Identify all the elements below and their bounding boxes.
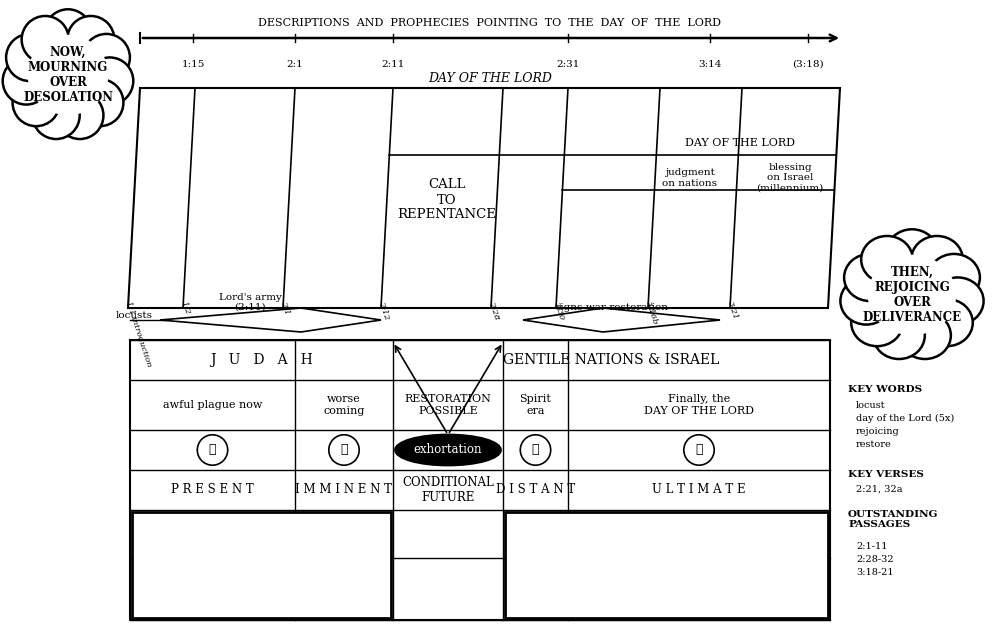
Text: 2:30: 2:30	[552, 300, 566, 321]
Text: J   U   D   A   H: J U D A H	[210, 353, 313, 367]
Text: GENTILE NATIONS & ISRAEL: GENTILE NATIONS & ISRAEL	[503, 353, 719, 367]
Text: judgment
on nations: judgment on nations	[662, 168, 717, 188]
Text: CONDITIONAL
FUTURE: CONDITIONAL FUTURE	[402, 476, 493, 504]
Text: locusts: locusts	[116, 311, 152, 321]
Text: 2:21, 32a: 2:21, 32a	[856, 485, 902, 494]
Text: Finally, the
DAY OF THE LORD: Finally, the DAY OF THE LORD	[643, 394, 753, 416]
Text: ①: ①	[209, 444, 216, 456]
Text: ③: ③	[532, 444, 539, 456]
Text: DESCRIPTIONS  AND  PROPHECIES  POINTING  TO  THE  DAY  OF  THE  LORD: DESCRIPTIONS AND PROPHECIES POINTING TO …	[258, 18, 721, 28]
Ellipse shape	[861, 236, 912, 283]
Ellipse shape	[3, 58, 50, 105]
Ellipse shape	[13, 79, 59, 126]
Text: OUTSTANDING
PASSAGES: OUTSTANDING PASSAGES	[848, 510, 938, 529]
Ellipse shape	[867, 255, 955, 335]
Text: 1:2: 1:2	[180, 300, 191, 316]
Text: blessing
on Israel
(millennium): blessing on Israel (millennium)	[755, 163, 822, 193]
Text: Lord's army
(2:11): Lord's army (2:11)	[219, 293, 281, 312]
Text: P R E S E N T: P R E S E N T	[171, 484, 254, 496]
Text: CALL
TO
REPENTANCE: CALL TO REPENTANCE	[397, 179, 495, 221]
Text: 2:12: 2:12	[377, 300, 390, 321]
Ellipse shape	[886, 230, 937, 276]
Text: exhortation: exhortation	[413, 444, 481, 456]
Text: ④: ④	[694, 444, 702, 456]
Text: KEY WORDS: KEY WORDS	[848, 385, 921, 394]
Text: restore: restore	[856, 440, 891, 449]
Ellipse shape	[82, 34, 129, 81]
Text: ②: ②	[340, 444, 347, 456]
Ellipse shape	[851, 299, 902, 346]
Text: I M M I N E N T: I M M I N E N T	[295, 484, 392, 496]
Text: 1:15: 1:15	[182, 60, 205, 69]
Ellipse shape	[861, 249, 962, 342]
Text: locust: locust	[856, 401, 885, 410]
Ellipse shape	[44, 10, 91, 56]
Text: RESTORATION
POSSIBLE: RESTORATION POSSIBLE	[404, 394, 490, 416]
Ellipse shape	[32, 92, 79, 139]
Text: KEY VERSES: KEY VERSES	[848, 470, 923, 479]
Ellipse shape	[899, 312, 950, 359]
Text: D I S T A N T: D I S T A N T	[495, 484, 575, 496]
Text: 2:31: 2:31	[556, 60, 579, 69]
Text: 3:18-21: 3:18-21	[856, 568, 893, 577]
Text: THEN,
REJOICING
OVER
DELIVERANCE: THEN, REJOICING OVER DELIVERANCE	[862, 266, 961, 324]
Text: DAY OF THE LORD: DAY OF THE LORD	[427, 72, 552, 85]
Ellipse shape	[840, 278, 892, 325]
Ellipse shape	[28, 35, 108, 115]
Text: 2:28-32: 2:28-32	[856, 555, 893, 564]
Text: worse
coming: worse coming	[323, 394, 364, 416]
Text: NOW,
MOURNING
OVER
DESOLATION: NOW, MOURNING OVER DESOLATION	[23, 46, 113, 104]
Text: DAY OF THE LORD: DAY OF THE LORD	[684, 138, 794, 148]
Ellipse shape	[844, 254, 895, 301]
Text: 2:1: 2:1	[279, 300, 291, 316]
Ellipse shape	[22, 16, 68, 63]
Ellipse shape	[911, 236, 962, 283]
FancyBboxPatch shape	[505, 512, 827, 618]
Text: 2:1-11: 2:1-11	[856, 542, 887, 551]
FancyBboxPatch shape	[131, 512, 390, 618]
Text: 3:21: 3:21	[725, 300, 739, 321]
Ellipse shape	[873, 312, 924, 359]
Text: B. C.: B. C.	[225, 552, 298, 578]
Ellipse shape	[56, 92, 103, 139]
Text: awful plague now: awful plague now	[162, 400, 262, 410]
Ellipse shape	[6, 34, 53, 81]
Text: day of the Lord (5x): day of the Lord (5x)	[856, 414, 953, 423]
Text: signs-war-restoration: signs-war-restoration	[555, 303, 668, 312]
Ellipse shape	[928, 254, 979, 301]
Text: Spirit
era: Spirit era	[519, 394, 551, 416]
Ellipse shape	[395, 435, 500, 465]
Text: 1:1 introduction: 1:1 introduction	[124, 300, 153, 368]
Text: 2:1: 2:1	[286, 60, 303, 69]
Ellipse shape	[76, 79, 123, 126]
Text: A. D.: A. D.	[629, 552, 702, 578]
Ellipse shape	[67, 16, 114, 63]
Ellipse shape	[21, 29, 114, 122]
Text: 2:28: 2:28	[486, 300, 500, 321]
Ellipse shape	[931, 278, 983, 325]
Ellipse shape	[920, 299, 972, 346]
Ellipse shape	[86, 58, 133, 105]
Text: (3:18): (3:18)	[791, 60, 823, 69]
Text: 2:11: 2:11	[381, 60, 404, 69]
Text: rejoicing: rejoicing	[856, 427, 899, 436]
Text: 3:14: 3:14	[698, 60, 721, 69]
Text: 3:16b: 3:16b	[644, 300, 659, 326]
Text: U L T I M A T E: U L T I M A T E	[652, 484, 745, 496]
